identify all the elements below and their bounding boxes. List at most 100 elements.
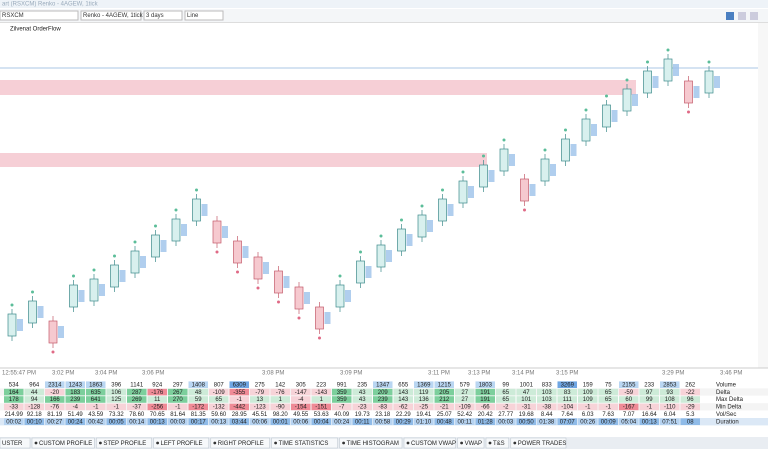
- cell-bg: [250, 403, 270, 411]
- cell-bg: [496, 396, 516, 403]
- cell-bg: [557, 418, 577, 425]
- cell: 00:06: [252, 419, 268, 425]
- button[interactable]: [0, 437, 31, 449]
- cell: 59: [195, 397, 202, 403]
- tool-button[interactable]: [738, 12, 746, 20]
- cell: 65: [215, 397, 222, 403]
- dot: [133, 240, 137, 244]
- cell-bg: [229, 396, 249, 403]
- cell: -1: [647, 405, 653, 411]
- profile: [160, 240, 167, 252]
- cell: -79: [255, 390, 264, 396]
- cell: 01:10: [416, 419, 432, 425]
- button-label: POWER TRADES: [518, 441, 567, 447]
- cell: 297: [173, 382, 184, 388]
- cell: 00:24: [68, 419, 84, 425]
- cell-bg: [24, 418, 44, 425]
- period-select[interactable]: [143, 10, 183, 21]
- cell: -109: [213, 390, 226, 396]
- cell: 142: [275, 382, 286, 388]
- zone: [0, 153, 487, 167]
- cell-bg: [209, 396, 229, 403]
- cell-bg: [4, 388, 24, 396]
- candle: [684, 80, 693, 104]
- profile: [37, 306, 44, 318]
- cell: 7.64: [561, 412, 573, 418]
- dot: [174, 208, 178, 212]
- button[interactable]: [96, 437, 152, 449]
- cell: -1: [606, 405, 612, 411]
- cell: 143: [398, 397, 409, 403]
- window-title: art (RSXCM) Renko - 4AGEW, 1tick: [2, 2, 99, 8]
- cell: 191: [480, 397, 491, 403]
- button[interactable]: [485, 437, 510, 449]
- cell-bg: [434, 381, 454, 388]
- dot: [543, 148, 547, 152]
- cell: 81.35: [191, 412, 207, 418]
- cell: 212: [439, 397, 450, 403]
- button[interactable]: [271, 437, 338, 449]
- cell-bg: [106, 396, 126, 403]
- cell: 635: [91, 390, 102, 396]
- candle: [89, 278, 99, 302]
- cell: 1215: [438, 382, 452, 388]
- symbol-field[interactable]: [0, 10, 79, 21]
- cell: 49.55: [293, 412, 309, 418]
- style-select[interactable]: [184, 10, 224, 21]
- profile: [181, 224, 187, 236]
- cell: 103: [542, 397, 553, 403]
- cell: 00:26: [580, 419, 596, 425]
- cell: 23.18: [375, 412, 391, 418]
- title-bar: [0, 0, 768, 8]
- cell-bg: [414, 403, 434, 411]
- cell-bg: [45, 381, 65, 388]
- button[interactable]: [31, 437, 95, 449]
- cell: 269: [132, 397, 143, 403]
- bar-type-select[interactable]: [80, 10, 142, 21]
- profile: [242, 246, 249, 258]
- cell: 22.29: [396, 412, 412, 418]
- cell: 6.04: [664, 412, 676, 418]
- cell-bg: [373, 418, 393, 425]
- button-label: TIME STATISTICS: [279, 441, 329, 447]
- time-label: 3:09 PM: [340, 371, 362, 377]
- profile: [673, 64, 679, 76]
- cell-bg: [250, 418, 270, 425]
- button[interactable]: [510, 437, 567, 449]
- cell-bg: [660, 388, 680, 396]
- cell: 103: [542, 390, 553, 396]
- button[interactable]: [403, 437, 456, 449]
- cell-bg: [639, 418, 659, 425]
- time-label: 3:13 PM: [468, 371, 490, 377]
- cell-bg: [332, 403, 352, 411]
- price-axis: [758, 23, 768, 368]
- cell-bg: [332, 388, 352, 396]
- button[interactable]: [457, 437, 485, 449]
- time-label: 12:55:47 PM: [2, 371, 36, 377]
- cell-bg: [65, 418, 85, 425]
- cell-bg: [209, 403, 229, 411]
- cell: 1: [320, 397, 324, 403]
- dot: [379, 234, 383, 238]
- button[interactable]: [153, 437, 210, 449]
- cell: 106: [111, 390, 122, 396]
- button[interactable]: [210, 437, 270, 449]
- cell-bg: [250, 388, 270, 396]
- button-icon: [513, 441, 517, 445]
- profile: [58, 326, 64, 338]
- tool-button[interactable]: [750, 12, 758, 20]
- cell-bg: [291, 388, 311, 396]
- candle: [233, 240, 242, 264]
- dot: [502, 138, 506, 142]
- cell-bg: [393, 418, 413, 425]
- cell: 111: [563, 397, 573, 403]
- cell: 43.59: [88, 412, 104, 418]
- cell: 00:03: [498, 419, 514, 425]
- button[interactable]: [339, 437, 403, 449]
- dot: [10, 303, 14, 307]
- cell: 53.63: [314, 412, 330, 418]
- tool-button[interactable]: [726, 12, 734, 20]
- cell: 1347: [376, 382, 390, 388]
- cell: 05:04: [621, 419, 637, 425]
- cell: 534: [9, 382, 20, 388]
